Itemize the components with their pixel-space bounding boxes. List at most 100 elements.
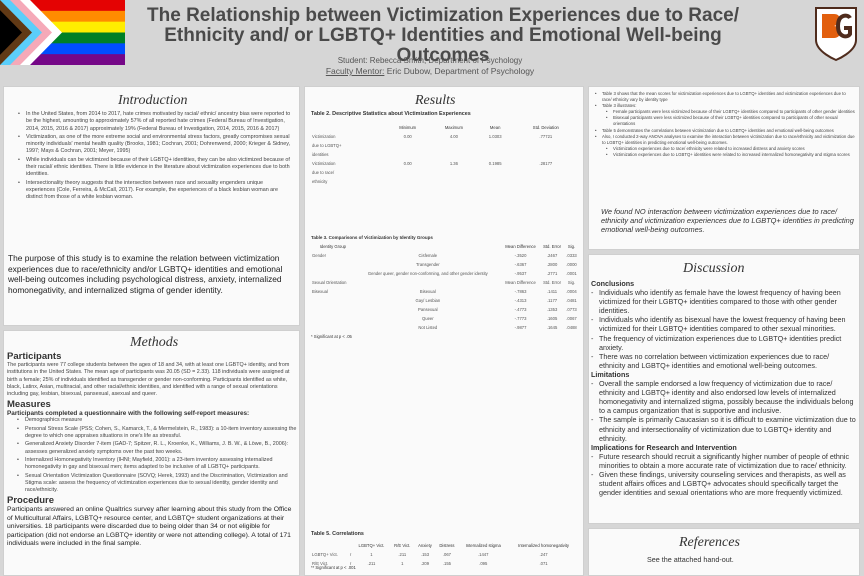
table-5-cell: 1 — [401, 561, 404, 566]
table-2-cell: 0.1985 — [488, 161, 502, 166]
table-2-cell — [513, 177, 579, 186]
flag-stripe — [0, 54, 125, 65]
measure-item: Demographics measure — [17, 417, 297, 425]
flag-chevron — [0, 0, 22, 65]
table-2-column-header: Mean — [489, 125, 501, 130]
flag-stripe — [0, 21, 125, 33]
table-2-row: identities — [311, 150, 579, 159]
table-3-cell: Not Listed — [418, 325, 438, 330]
table-5-cell: .211 — [367, 561, 376, 566]
results-bullet: Victimization experiences due to LGBTQ+ … — [595, 152, 855, 158]
table-3-cell: .2771 — [546, 271, 558, 276]
mentor-label: Faculty Mentor: — [325, 66, 385, 76]
table-5-cell: r — [349, 561, 352, 566]
table-3-cell: .0773 — [566, 307, 577, 312]
bg-shield-icon — [815, 7, 857, 62]
table-3-cell — [311, 296, 355, 305]
mentor-line: Faculty Mentor: Eric Dubow, Department o… — [250, 66, 610, 76]
table-2-cell — [513, 141, 579, 150]
methods-panel: Methods Participants The participants we… — [3, 330, 300, 576]
table-3-column-header: Identity Group — [319, 244, 347, 249]
table-2-row: ethnicity — [311, 177, 579, 186]
student-line: Student: Rebecca Smith, Department of Ps… — [337, 56, 523, 65]
table-5-cell: .071 — [539, 561, 548, 566]
table-3-cell: -.9877 — [514, 325, 527, 330]
table-3-column-header: Sig. — [567, 244, 576, 249]
limitations-heading: Limitations — [591, 369, 630, 379]
table-5-title: Table 5. Correlations — [311, 531, 364, 537]
intro-bullet: While individuals can be victimized beca… — [18, 157, 292, 179]
table-3-row: Not Listed -.9877 .1645 .0488 — [311, 323, 579, 332]
limitation-item: The sample is primarily Caucasian so it … — [591, 415, 857, 442]
table-2-cell — [513, 168, 579, 177]
table-2-cell: 0.00 — [403, 161, 412, 166]
table-2-cell: identities — [312, 152, 329, 157]
table-3-row: Gay/ Lesbian -.4313 .1177 .0481 — [311, 296, 579, 305]
table-3-cell: Transgender — [416, 262, 440, 267]
table-2-cell — [430, 177, 478, 186]
results-heading: Results — [415, 93, 456, 108]
table-5-cell: LGBTQ+ Vict. — [312, 552, 338, 557]
results-summary-bullets: Table 3 shows that the mean scores for v… — [595, 91, 855, 158]
measures-intro: Participants completed a questionnaire w… — [7, 410, 250, 418]
results-summary-panel: Table 3 shows that the mean scores for v… — [588, 86, 860, 250]
table-2-column-header: Maximum — [444, 125, 463, 130]
table-3-cell: Gender queer, gender non-conforming, and… — [367, 271, 488, 276]
table-3-cell: .1177 — [546, 298, 558, 303]
table-2: Table 2. Descriptive Statistics about Vi… — [311, 111, 579, 186]
references-panel: References See the attached hand-out. — [588, 528, 860, 576]
intro-bullet: In the United States, from 2014 to 2017,… — [18, 111, 292, 133]
table-2-column-header — [311, 123, 385, 132]
table-5-cell: .095 — [479, 561, 488, 566]
table-3-cell: Sig. — [567, 280, 576, 285]
table-2-cell: 1.36 — [449, 161, 458, 166]
table-3-cell: Cisfemale — [418, 253, 438, 258]
discussion-panel: Discussion Conclusions Individuals who i… — [588, 254, 860, 524]
table-3-cell: .0004 — [566, 289, 577, 294]
table-3-column-header: Std. Error — [543, 244, 562, 249]
table-5-cell: .209 — [420, 561, 430, 566]
discussion-heading: Discussion — [683, 261, 745, 276]
table-2-row: due to race/ — [311, 168, 579, 177]
results-panel: Results Table 2. Descriptive Statistics … — [304, 86, 584, 576]
table-3-column-header: Mean Difference — [505, 244, 536, 249]
results-bullet: Also, I conducted 2-way ANOVA analyses t… — [595, 134, 855, 146]
procedure-heading: Procedure — [7, 495, 54, 507]
table-3-cell: -.4313 — [514, 298, 527, 303]
table-5-cell: .155 — [442, 561, 452, 566]
table-2-cell — [478, 177, 513, 186]
table-3-cell: -.7773 — [514, 316, 527, 321]
results-bullet: Female participants were less victimized… — [595, 109, 855, 115]
results-bullet: Table 5 demonstrates the correlations be… — [595, 128, 855, 134]
table-3-cell: Bisexual — [419, 289, 436, 294]
table-5-column-header: Anxiety — [418, 543, 432, 548]
table-2-cell — [430, 141, 478, 150]
measures-heading: Measures — [7, 399, 51, 411]
table-5-column-header — [311, 541, 348, 550]
table-3-cell: Gender — [312, 253, 326, 258]
table-3-cell: .0481 — [566, 298, 577, 303]
table-5-cell: .067 — [442, 552, 452, 557]
table-3-row: Bisexual Bisexual -.7863 .1411 .0004 — [311, 287, 579, 296]
table-2-row: Victimization 0.00 4.00 1.0303 .77721 — [311, 132, 579, 141]
table-2-cell — [430, 168, 478, 177]
table-3-cell: -.4773 — [514, 307, 527, 312]
results-bullet: Table 3 shows that the mean scores for v… — [595, 91, 855, 103]
table-2-cell: Victimization — [312, 161, 336, 166]
references-text: See the attached hand-out. — [647, 555, 734, 564]
participants-heading: Participants — [7, 351, 62, 362]
table-3-cell: Std. Error — [543, 280, 562, 285]
table-3-cell: -.7863 — [514, 289, 527, 294]
table-2-cell: ethnicity — [312, 179, 328, 184]
methods-body: Participants The participants were 77 co… — [7, 351, 297, 548]
conclusion-item: The frequency of victimization experienc… — [591, 334, 857, 352]
table-3-cell: -.6367 — [514, 262, 527, 267]
table-3-cell — [311, 323, 355, 332]
table-3-row: Pansexual -.4773 .1353 .0773 — [311, 305, 579, 314]
table-3-cell — [311, 305, 355, 314]
table-2-cell — [385, 141, 430, 150]
results-bullet: Table 3 illustrates: — [595, 103, 855, 109]
table-5-cell: r — [349, 552, 352, 557]
measures-list: Demographics measurePersonal Stress Scal… — [17, 417, 297, 494]
introduction-heading: Introduction — [118, 93, 188, 108]
